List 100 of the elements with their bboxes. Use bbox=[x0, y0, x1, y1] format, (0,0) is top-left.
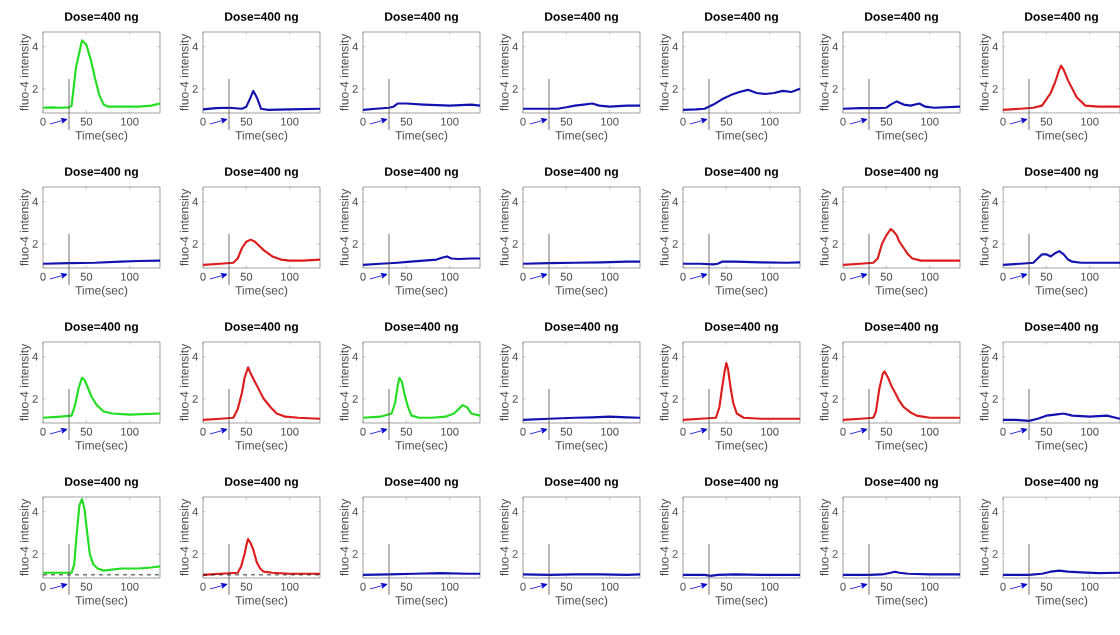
x-tick-label: 50 bbox=[400, 272, 413, 281]
y-axis-title: fluo-4 intensity bbox=[499, 343, 511, 422]
x-tick-label: 50 bbox=[400, 117, 413, 126]
x-tick-label: 50 bbox=[560, 272, 573, 281]
y-axis-title: fluo-4 intensity bbox=[979, 188, 991, 267]
x-tick-label: 50 bbox=[880, 117, 893, 126]
y-tick-label: 4 bbox=[992, 352, 998, 361]
y-tick-label: 2 bbox=[672, 84, 678, 93]
y-tick-label: 4 bbox=[672, 197, 678, 206]
x-tick-label: 0 bbox=[40, 427, 46, 436]
y-tick-label: 4 bbox=[352, 42, 358, 51]
x-tick-label: 100 bbox=[761, 427, 779, 436]
x-tick-label: 100 bbox=[761, 582, 779, 591]
y-tick-label: 2 bbox=[832, 549, 838, 558]
x-axis-title: Time(sec) bbox=[235, 440, 288, 452]
x-tick-label: 50 bbox=[880, 582, 893, 591]
y-tick-label: 4 bbox=[672, 507, 678, 516]
x-tick-label: 50 bbox=[80, 117, 93, 126]
x-axis-title: Time(sec) bbox=[715, 440, 768, 452]
chart-title: Dose=400 ng bbox=[1025, 322, 1098, 334]
chart-title: Dose=400 ng bbox=[865, 12, 938, 24]
x-tick-label: 100 bbox=[281, 427, 299, 436]
x-tick-label: 50 bbox=[720, 427, 733, 436]
y-axis-title: fluo-4 intensity bbox=[19, 343, 31, 422]
y-tick-label: 4 bbox=[192, 352, 198, 361]
y-tick-label: 4 bbox=[832, 42, 838, 51]
x-axis-title: Time(sec) bbox=[235, 285, 288, 297]
x-tick-label: 50 bbox=[240, 582, 253, 591]
x-tick-label: 0 bbox=[200, 272, 206, 281]
x-tick-label: 100 bbox=[121, 117, 139, 126]
y-tick-label: 2 bbox=[672, 549, 678, 558]
y-axis-title: fluo-4 intensity bbox=[499, 33, 511, 112]
x-tick-label: 100 bbox=[121, 272, 139, 281]
chart-title: Dose=400 ng bbox=[385, 477, 458, 489]
chart-title: Dose=400 ng bbox=[705, 167, 778, 179]
x-tick-label: 0 bbox=[360, 582, 366, 591]
x-tick-label: 100 bbox=[1081, 582, 1099, 591]
x-tick-label: 0 bbox=[520, 272, 526, 281]
y-tick-label: 4 bbox=[832, 507, 838, 516]
y-axis-title: fluo-4 intensity bbox=[179, 343, 191, 422]
y-tick-label: 4 bbox=[512, 42, 518, 51]
x-axis-title: Time(sec) bbox=[555, 595, 608, 607]
x-tick-label: 100 bbox=[1081, 427, 1099, 436]
x-axis-title: Time(sec) bbox=[75, 130, 128, 142]
chart-title: Dose=400 ng bbox=[545, 322, 618, 334]
chart-title: Dose=400 ng bbox=[65, 167, 138, 179]
x-tick-label: 0 bbox=[200, 582, 206, 591]
x-tick-label: 50 bbox=[1040, 117, 1053, 126]
y-axis-title: fluo-4 intensity bbox=[339, 498, 351, 577]
x-axis-title: Time(sec) bbox=[1035, 130, 1088, 142]
x-tick-label: 0 bbox=[840, 272, 846, 281]
x-tick-label: 0 bbox=[520, 582, 526, 591]
line-series bbox=[681, 361, 802, 421]
x-axis-title: Time(sec) bbox=[875, 130, 928, 142]
x-tick-label: 50 bbox=[240, 427, 253, 436]
x-tick-label: 100 bbox=[281, 117, 299, 126]
x-tick-label: 50 bbox=[560, 427, 573, 436]
x-axis-title: Time(sec) bbox=[75, 285, 128, 297]
chart-title: Dose=400 ng bbox=[65, 12, 138, 24]
x-tick-label: 100 bbox=[441, 117, 459, 126]
chart-title: Dose=400 ng bbox=[865, 477, 938, 489]
y-tick-label: 2 bbox=[192, 84, 198, 93]
x-tick-label: 100 bbox=[921, 582, 939, 591]
x-tick-label: 50 bbox=[880, 427, 893, 436]
y-axis-title: fluo-4 intensity bbox=[819, 188, 831, 267]
y-tick-label: 2 bbox=[192, 394, 198, 403]
x-axis-title: Time(sec) bbox=[875, 440, 928, 452]
x-axis-title: Time(sec) bbox=[395, 440, 448, 452]
x-tick-label: 100 bbox=[1081, 117, 1099, 126]
y-tick-label: 2 bbox=[32, 549, 38, 558]
y-tick-label: 2 bbox=[32, 239, 38, 248]
y-tick-label: 4 bbox=[992, 197, 998, 206]
y-axis-title: fluo-4 intensity bbox=[19, 498, 31, 577]
y-axis-title: fluo-4 intensity bbox=[19, 188, 31, 267]
y-tick-label: 4 bbox=[512, 197, 518, 206]
y-tick-label: 4 bbox=[192, 197, 198, 206]
x-tick-label: 0 bbox=[1000, 582, 1006, 591]
x-tick-label: 0 bbox=[360, 427, 366, 436]
y-axis-title: fluo-4 intensity bbox=[659, 343, 671, 422]
x-axis-title: Time(sec) bbox=[555, 130, 608, 142]
x-tick-label: 50 bbox=[1040, 427, 1053, 436]
y-tick-label: 2 bbox=[832, 239, 838, 248]
chart-title: Dose=400 ng bbox=[705, 477, 778, 489]
y-axis-title: fluo-4 intensity bbox=[179, 188, 191, 267]
y-axis-title: fluo-4 intensity bbox=[179, 498, 191, 577]
y-axis-title: fluo-4 intensity bbox=[979, 33, 991, 112]
line-series bbox=[1001, 412, 1120, 422]
x-tick-label: 0 bbox=[40, 582, 46, 591]
x-tick-label: 0 bbox=[840, 427, 846, 436]
chart-title: Dose=400 ng bbox=[865, 322, 938, 334]
line-series bbox=[41, 376, 162, 419]
y-tick-label: 4 bbox=[32, 507, 38, 516]
y-tick-label: 4 bbox=[352, 507, 358, 516]
y-tick-label: 2 bbox=[992, 239, 998, 248]
x-tick-label: 100 bbox=[601, 272, 619, 281]
x-tick-label: 100 bbox=[441, 582, 459, 591]
chart-title: Dose=400 ng bbox=[385, 12, 458, 24]
line-series bbox=[841, 100, 962, 110]
chart-title: Dose=400 ng bbox=[545, 167, 618, 179]
x-axis-title: Time(sec) bbox=[1035, 285, 1088, 297]
